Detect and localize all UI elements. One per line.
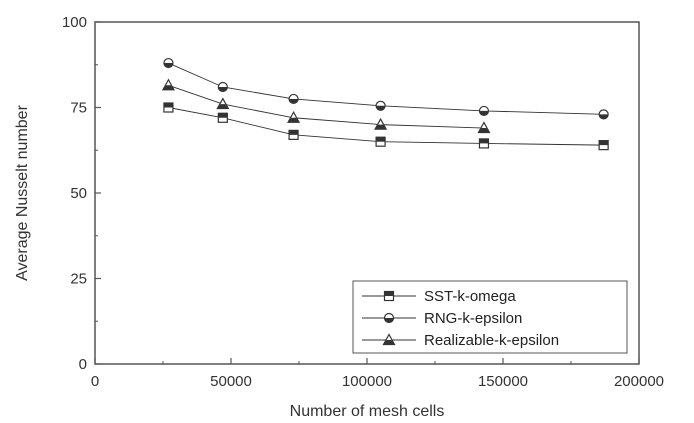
data-point [478,138,490,149]
x-axis: 0 50000 100000 150000 200000 [91,358,664,390]
x-tick-label: 0 [91,373,99,390]
series-line [168,84,484,129]
series-line [168,107,604,146]
y-tick-label: 50 [70,185,87,202]
data-point [287,111,301,123]
data-point [375,136,386,147]
x-tick-label: 200000 [614,373,664,390]
series-line [168,62,604,115]
data-point [161,78,175,91]
legend-marker [383,312,395,324]
legend-marker [382,333,396,346]
legend-entry: RNG-k-epsilon [362,310,522,327]
data-point [478,105,490,117]
y-axis-title: Average Nusselt number [14,104,31,280]
data-point [477,121,491,134]
y-tick-label: 0 [79,356,87,373]
data-point [375,100,386,111]
data-point [217,81,228,93]
y-tick-label: 100 [62,14,87,31]
data-point [288,93,299,105]
series-realizable-k-epsilon [161,78,491,134]
y-axis: 0 25 50 75 100 [62,14,101,373]
data-point [288,129,299,140]
x-axis-title: Number of mesh cells [290,403,445,420]
legend: SST-k-omega RNG-k-epsilon Realizable-k-eps… [352,280,628,354]
data-point [598,109,609,120]
data-point [598,140,609,151]
legend-marker [383,290,395,302]
legend-entry: Realizable-k-epsilon [362,332,559,349]
x-tick-label: 100000 [342,373,392,390]
data-point [374,117,388,130]
legend-label: RNG-k-epsilon [424,310,522,327]
data-point [216,97,230,110]
y-tick-label: 25 [70,271,87,288]
data-point [163,102,174,113]
series-sst-k-omega [163,102,609,151]
data-point [217,112,228,123]
legend-entry: SST-k-omega [362,288,516,305]
x-tick-label: 50000 [210,373,252,390]
legend-label: Realizable-k-epsilon [424,332,559,349]
series-rng-k-epsilon [163,57,609,120]
series-layer [161,57,609,151]
legend-label: SST-k-omega [424,288,516,305]
y-tick-label: 75 [70,100,87,117]
data-point [163,57,174,69]
legend-box [352,280,628,354]
x-tick-label: 150000 [478,373,528,390]
